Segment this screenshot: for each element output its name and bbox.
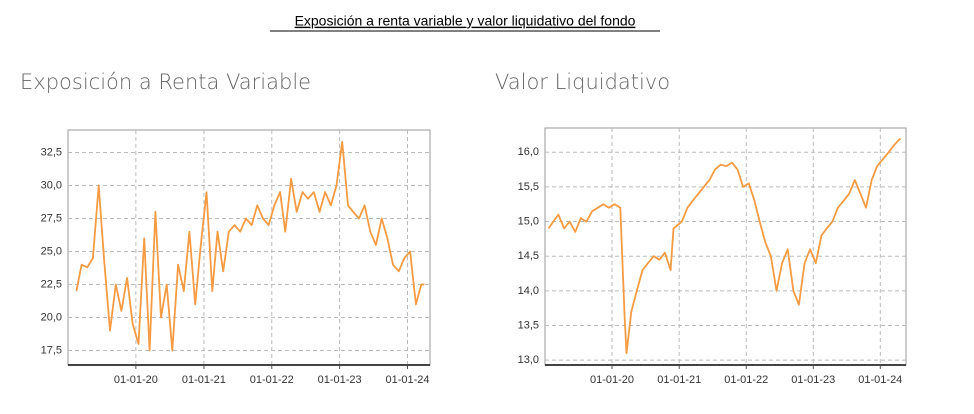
x-tick-label: 01-01-20 xyxy=(590,374,634,386)
y-tick-label: 17,5 xyxy=(41,344,62,356)
y-tick-label: 16,0 xyxy=(518,146,539,158)
data-line xyxy=(547,137,902,355)
plot-area xyxy=(544,127,907,366)
y-tick-label: 13,0 xyxy=(518,354,539,366)
y-tick-label: 13,5 xyxy=(518,319,539,331)
y-tick-label: 32,5 xyxy=(41,146,62,158)
x-tick-label: 01-01-21 xyxy=(657,374,701,386)
y-tick-label: 14,0 xyxy=(518,285,539,297)
x-tick-label: 01-01-22 xyxy=(724,374,768,386)
data-line xyxy=(75,141,425,352)
x-tick-label: 01-01-20 xyxy=(114,374,158,386)
y-tick-label: 15,0 xyxy=(518,215,539,227)
y-tick-label: 25,0 xyxy=(41,245,62,257)
y-tick-label: 27,5 xyxy=(41,212,62,224)
chart-title: Exposición a Renta Variable xyxy=(20,70,311,94)
y-tick-label: 15,5 xyxy=(518,181,539,193)
x-tick-label: 01-01-21 xyxy=(182,374,226,386)
y-tick-label: 30,0 xyxy=(41,179,62,191)
y-tick-label: 22,5 xyxy=(41,278,62,290)
x-tick-label: 01-01-24 xyxy=(858,374,902,386)
y-tick-label: 20,0 xyxy=(41,311,62,323)
x-tick-label: 01-01-23 xyxy=(791,374,835,386)
page-title: Exposición a renta variable y valor liqu… xyxy=(295,13,636,29)
x-tick-label: 01-01-22 xyxy=(250,374,294,386)
chart-title: Valor Liquidativo xyxy=(495,70,670,94)
y-tick-label: 14,5 xyxy=(518,250,539,262)
x-tick-label: 01-01-24 xyxy=(385,374,429,386)
plot-area xyxy=(67,129,431,366)
x-tick-label: 01-01-23 xyxy=(318,374,362,386)
